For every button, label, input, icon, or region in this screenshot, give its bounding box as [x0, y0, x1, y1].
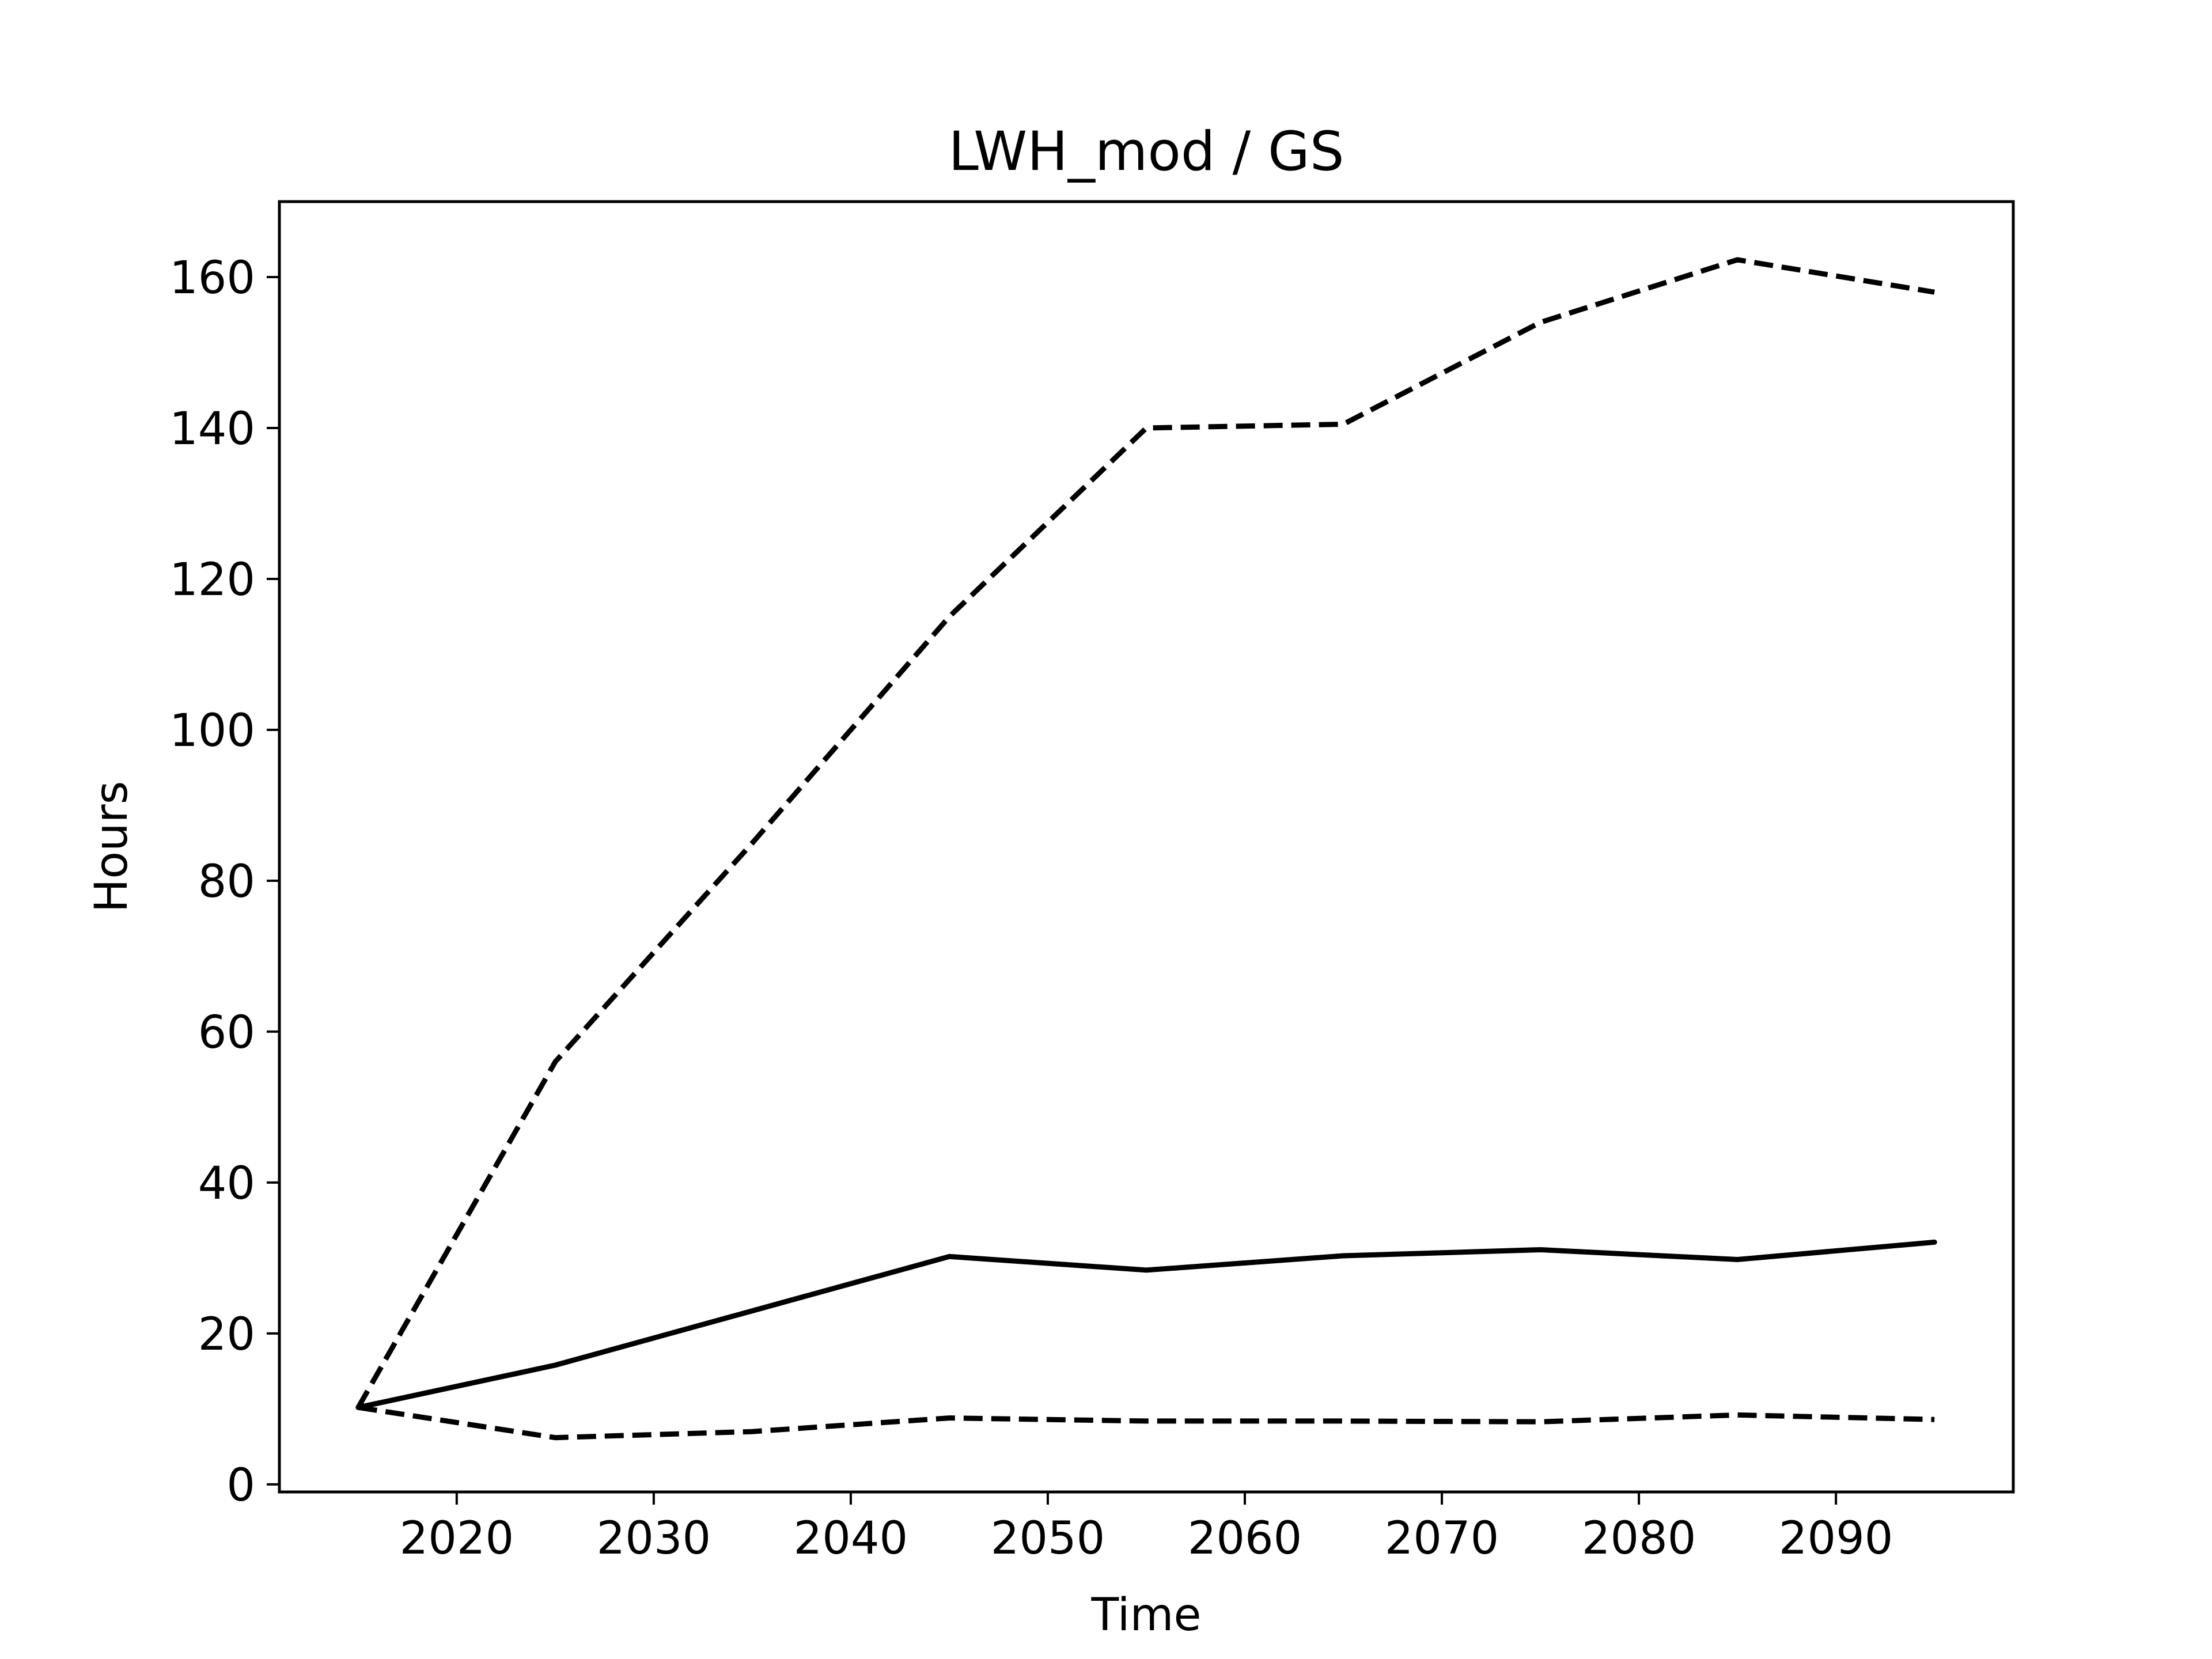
- plot-frame: [278, 200, 2015, 1494]
- x-axis: 2020 2030 2040 2050 2060 2070 2080 2090: [400, 1492, 1893, 1565]
- series-line-3: [358, 1404, 1935, 1441]
- x-tick-label: 2030: [597, 1513, 711, 1565]
- x-tick-label: 2020: [400, 1513, 514, 1565]
- x-tick-label: 2070: [1385, 1513, 1499, 1565]
- y-axis: 0 20 40 60 80 100 120 140 160: [169, 252, 279, 1512]
- y-tick-label: 40: [198, 1158, 255, 1210]
- y-tick-label: 60: [198, 1007, 255, 1059]
- y-tick-label: 160: [169, 252, 255, 304]
- x-tick-label: 2090: [1779, 1513, 1893, 1565]
- x-tick-label: 2060: [1188, 1513, 1302, 1565]
- y-tick-label: 80: [198, 856, 255, 908]
- x-tick-label: 2040: [794, 1513, 908, 1565]
- series-line-1: [355, 1239, 1937, 1410]
- chart-title: LWH_mod / GS: [948, 120, 1344, 183]
- y-tick-label: 20: [198, 1309, 255, 1361]
- y-tick-label: 140: [169, 403, 255, 455]
- y-axis-label: Hours: [86, 781, 138, 913]
- x-tick-label: 2080: [1582, 1513, 1696, 1565]
- y-tick-label: 120: [169, 554, 255, 606]
- x-axis-label: Time: [1091, 1589, 1202, 1641]
- y-tick-label: 100: [169, 705, 255, 757]
- series-layer: [355, 257, 1937, 1441]
- y-tick-label: 0: [226, 1460, 255, 1512]
- x-tick-label: 2050: [991, 1513, 1105, 1565]
